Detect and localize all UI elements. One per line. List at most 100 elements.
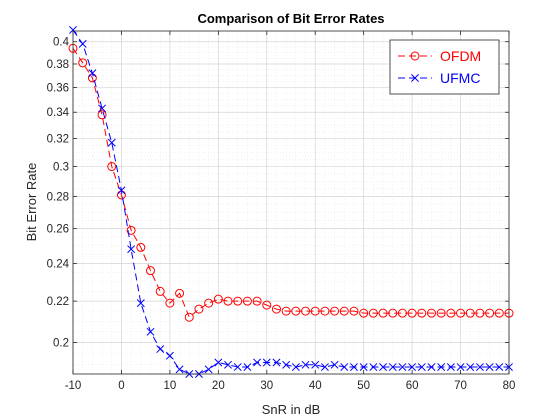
data-point-ufmc (388, 363, 397, 372)
y-tick-label: 0.34 (47, 107, 70, 119)
data-point-ufmc (98, 104, 107, 113)
y-tick-label: 0.26 (47, 224, 69, 236)
plot-frame (72, 30, 510, 375)
data-point-ofdm (291, 306, 301, 316)
data-point-ofdm (397, 308, 407, 318)
legend-marker-ofdm (410, 51, 420, 61)
data-point-ufmc (291, 363, 300, 372)
data-point-ofdm (417, 308, 427, 318)
data-point-ofdm (485, 308, 495, 318)
data-point-ufmc (107, 138, 116, 147)
data-point-ufmc (127, 245, 136, 254)
data-point-ufmc (253, 358, 262, 367)
x-tick-label: 60 (406, 380, 419, 392)
data-point-ufmc (156, 345, 165, 354)
y-tick-label: 0.28 (47, 191, 69, 203)
x-tick-label: 10 (163, 380, 176, 392)
y-tick-label: 0.4 (53, 37, 70, 49)
data-point-ofdm (146, 266, 156, 276)
data-point-ofdm (339, 306, 349, 316)
legend: OFDM UFMC (389, 39, 500, 95)
x-tick-label: 80 (503, 380, 516, 392)
data-point-ufmc (301, 360, 310, 369)
data-point-ofdm (446, 308, 456, 318)
data-point-ofdm (242, 296, 252, 306)
data-point-ufmc (78, 39, 87, 48)
data-point-ufmc (214, 358, 223, 367)
y-tick-label: 0.22 (47, 296, 69, 308)
data-point-ufmc (224, 360, 232, 369)
data-point-ofdm (97, 110, 107, 120)
legend-label-ufmc: UFMC (440, 70, 480, 86)
x-tick-label: 40 (309, 380, 322, 392)
data-point-ufmc (495, 363, 504, 372)
legend-entry-ofdm: OFDM (398, 48, 481, 64)
x-tick-label: 30 (260, 380, 273, 392)
data-point-ofdm (223, 296, 233, 306)
data-point-ofdm (368, 308, 378, 318)
data-point-ufmc (437, 363, 446, 372)
data-point-ofdm (204, 298, 214, 308)
data-point-ufmc (456, 363, 465, 372)
data-point-ufmc (359, 363, 368, 372)
legend-label-ofdm: OFDM (440, 48, 481, 64)
data-point-ufmc (320, 363, 329, 372)
data-point-ofdm (330, 306, 340, 316)
data-point-ufmc (311, 360, 320, 369)
y-tick-label: 0.32 (47, 134, 69, 146)
data-point-ufmc (136, 299, 145, 308)
data-point-ufmc (243, 363, 252, 372)
data-point-ofdm (233, 296, 243, 306)
data-point-ufmc (475, 363, 484, 372)
data-point-ufmc (165, 351, 174, 360)
y-axis-label: Bit Error Rate (24, 163, 39, 242)
axis-ticks: -10 0 10 20 30 40 50 60 70 80 0.2 0.22 0.24 0.26 0.28 0… (47, 31, 516, 392)
data-point-ufmc (408, 363, 417, 372)
series-ofdm (68, 43, 514, 322)
x-tick-label: 50 (357, 380, 370, 392)
data-point-ofdm (378, 308, 388, 318)
data-point-ufmc (427, 363, 436, 372)
x-axis-label: SnR in dB (262, 402, 321, 417)
data-point-ufmc (88, 69, 97, 78)
data-point-ufmc (175, 365, 184, 374)
data-point-ufmc (146, 327, 155, 336)
y-tick-label: 0.38 (47, 59, 69, 71)
data-point-ofdm (407, 308, 417, 318)
data-point-ofdm (262, 300, 272, 310)
y-tick-label: 0.2 (53, 338, 69, 350)
data-point-ofdm (494, 308, 504, 318)
data-point-ufmc (369, 363, 378, 372)
data-point-ofdm (465, 308, 475, 318)
data-point-ufmc (485, 363, 494, 372)
legend-entry-ufmc: UFMC (398, 70, 480, 86)
data-point-ofdm (165, 298, 175, 308)
series-ufmc (69, 25, 513, 378)
data-point-ofdm (175, 288, 185, 298)
data-point-ofdm (456, 308, 466, 318)
data-point-ofdm (388, 308, 398, 318)
data-point-ufmc (262, 358, 271, 367)
series-line-ofdm (72, 47, 509, 319)
data-point-ufmc (466, 363, 475, 372)
data-point-ufmc (350, 363, 358, 372)
data-point-ofdm (107, 162, 117, 172)
data-point-ufmc (69, 25, 77, 34)
data-point-ofdm (126, 225, 136, 235)
data-point-ofdm (475, 308, 485, 318)
data-point-ufmc (233, 363, 242, 372)
chart-title: Comparison of Bit Error Rates (197, 11, 384, 26)
legend-box (389, 39, 500, 95)
x-tick-label: 0 (118, 380, 124, 392)
data-point-ufmc (446, 363, 455, 372)
data-point-ofdm (359, 308, 369, 318)
y-tick-label: 0.36 (47, 82, 69, 94)
data-point-ufmc (340, 363, 349, 372)
data-point-ufmc (282, 360, 291, 369)
data-point-ofdm (436, 308, 446, 318)
data-point-ofdm (349, 306, 359, 316)
x-tick-label: -10 (65, 380, 82, 392)
data-point-ofdm (301, 306, 311, 316)
data-point-ofdm (426, 308, 436, 318)
data-point-ufmc (117, 186, 126, 195)
